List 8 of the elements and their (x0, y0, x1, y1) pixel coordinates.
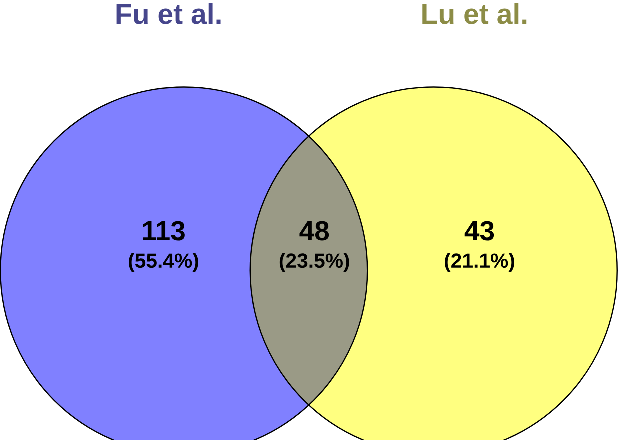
text: (55.4%) (129, 253, 198, 272)
data-label: 43 (464, 221, 494, 241)
data-label: 113 (143, 221, 185, 241)
text: Fu et al. (116, 3, 221, 24)
text: Lu et al. (422, 3, 527, 24)
text: (21.1%) (445, 253, 514, 272)
data-label: 48 (300, 221, 330, 241)
text: (23.5%) (280, 253, 350, 272)
